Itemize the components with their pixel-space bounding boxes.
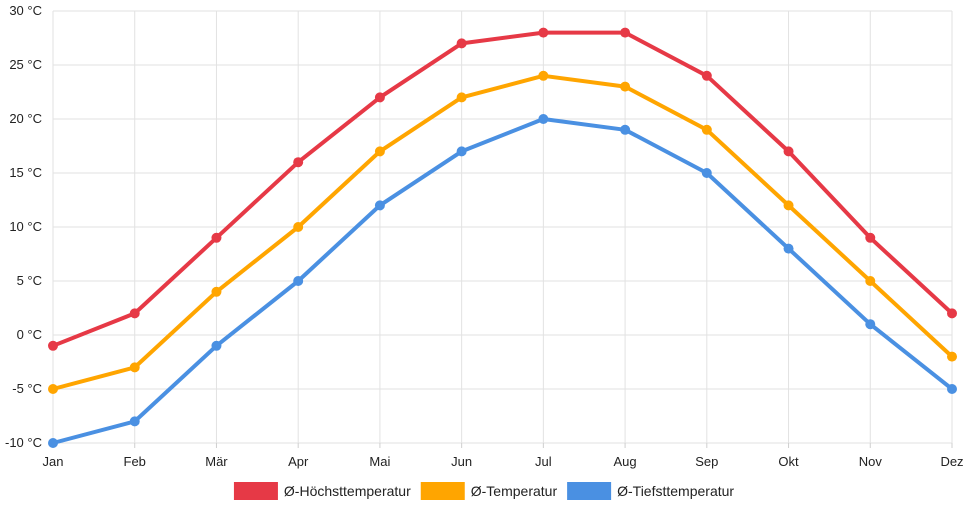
grid-layer	[52, 10, 953, 444]
x-tick-label: Aug	[614, 454, 637, 469]
y-tick-label: 15 °C	[9, 165, 42, 180]
series-1	[48, 27, 957, 351]
data-point[interactable]	[701, 124, 712, 135]
data-point[interactable]	[947, 384, 957, 394]
data-point[interactable]	[538, 114, 549, 124]
data-point[interactable]	[129, 362, 140, 373]
data-point[interactable]	[456, 92, 467, 103]
x-tick-label: Sep	[695, 454, 718, 469]
legend[interactable]: Ø-Höchsttemperatur Ø-Temperatur Ø-Tiefstte…	[233, 482, 734, 500]
series-line	[51, 30, 954, 348]
data-point[interactable]	[48, 340, 58, 351]
legend-item[interactable]: Ø-Tiefsttemperatur	[567, 482, 734, 500]
data-point[interactable]	[701, 168, 712, 178]
series-layer	[48, 27, 957, 448]
data-point[interactable]	[620, 27, 631, 38]
data-point[interactable]	[620, 81, 631, 92]
data-point[interactable]	[374, 200, 385, 211]
data-point[interactable]	[374, 92, 385, 103]
data-point[interactable]	[456, 146, 467, 157]
y-tick-label: -10 °C	[5, 435, 42, 450]
x-tick-label: Mai	[369, 454, 390, 469]
series-line	[51, 117, 954, 445]
legend-swatch	[233, 482, 278, 500]
y-tick-label: 25 °C	[9, 57, 42, 72]
data-point[interactable]	[48, 384, 58, 394]
x-tick-label: Feb	[124, 454, 146, 469]
x-tick-label: Nov	[859, 454, 883, 469]
y-tick-label: 10 °C	[9, 219, 42, 234]
x-tick-label: Apr	[288, 454, 309, 469]
data-point[interactable]	[211, 340, 222, 351]
y-tick-label: 20 °C	[9, 111, 42, 126]
legend-swatch	[420, 482, 465, 500]
data-point[interactable]	[129, 308, 140, 319]
y-tick-label: 0 °C	[17, 327, 42, 342]
series-3	[48, 114, 957, 448]
legend-item[interactable]: Ø-Temperatur	[420, 482, 558, 500]
data-point[interactable]	[374, 146, 385, 157]
data-point[interactable]	[48, 438, 58, 448]
data-point[interactable]	[211, 286, 222, 297]
data-point[interactable]	[783, 146, 794, 157]
data-point[interactable]	[129, 416, 140, 427]
data-point[interactable]	[783, 243, 794, 254]
data-point[interactable]	[211, 232, 222, 243]
data-point[interactable]	[701, 70, 712, 81]
legend-item[interactable]: Ø-Höchsttemperatur	[233, 482, 411, 500]
data-point[interactable]	[538, 70, 549, 81]
axis-layer: -10 °C -5 °C 0 °C 5 °C 10 °C 15 °C 20 °C 25 °C 3…	[5, 3, 964, 469]
y-tick-label: 5 °C	[17, 273, 42, 288]
data-point[interactable]	[293, 276, 304, 286]
series-line	[51, 73, 954, 391]
data-point[interactable]	[783, 200, 794, 211]
legend-label: Ø-Tiefsttemperatur	[617, 483, 734, 499]
legend-label: Ø-Höchsttemperatur	[284, 483, 411, 499]
data-point[interactable]	[293, 222, 304, 232]
data-point[interactable]	[947, 308, 957, 319]
x-tick-label: Okt	[778, 454, 799, 469]
data-point[interactable]	[620, 124, 631, 135]
y-tick-label: 30 °C	[9, 3, 42, 18]
data-point[interactable]	[865, 276, 876, 286]
data-point[interactable]	[456, 38, 467, 49]
x-tick-label: Jul	[535, 454, 552, 469]
data-point[interactable]	[293, 157, 304, 168]
legend-swatch	[567, 482, 612, 500]
x-tick-label: Mär	[205, 454, 228, 469]
series-2	[48, 70, 957, 394]
x-tick-label: Jan	[43, 454, 64, 469]
x-tick-label: Jun	[451, 454, 472, 469]
data-point[interactable]	[538, 27, 549, 38]
data-point[interactable]	[865, 319, 876, 330]
data-point[interactable]	[865, 232, 876, 243]
data-point[interactable]	[947, 351, 957, 362]
legend-label: Ø-Temperatur	[471, 483, 558, 499]
y-tick-label: -5 °C	[12, 381, 42, 396]
x-tick-label: Dez	[940, 454, 963, 469]
